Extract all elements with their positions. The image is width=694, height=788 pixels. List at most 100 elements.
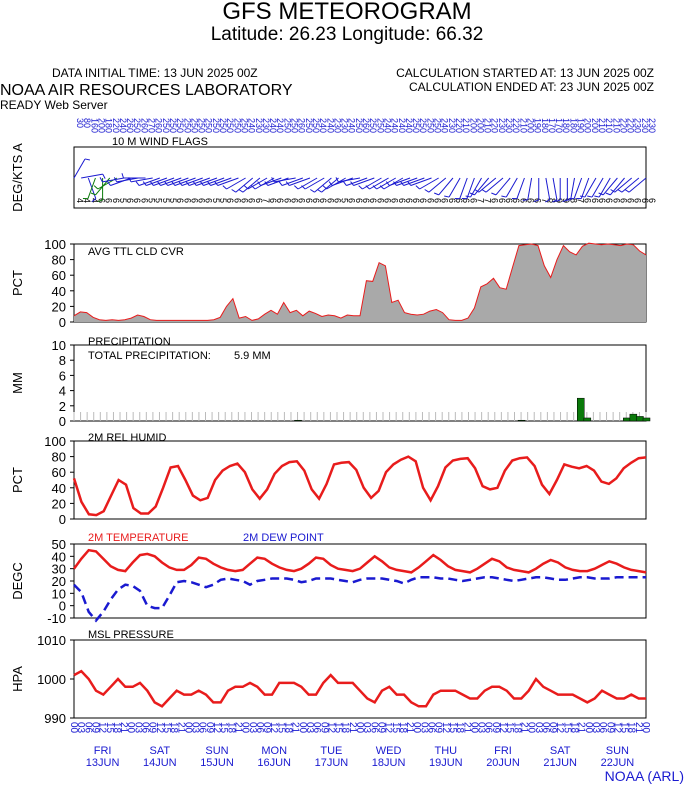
- hour-label: 09: [261, 722, 272, 734]
- wind-barb: [110, 177, 132, 186]
- wind-direction-label: 250: [204, 118, 214, 133]
- wind-speed-label: 7: [576, 198, 586, 203]
- hour-label: 09: [547, 722, 558, 734]
- wind-speed-label: 6: [354, 198, 364, 203]
- wind-direction-label: 250: [218, 118, 228, 133]
- hour-label: 12: [154, 722, 165, 734]
- wind-barb-flag: [444, 195, 450, 198]
- wind-barb: [102, 177, 125, 183]
- wind-direction-label: 260: [154, 118, 164, 133]
- wind-direction-label: 230: [447, 118, 457, 133]
- server-name: READY Web Server: [0, 98, 108, 112]
- wind-speed-label: 6: [433, 198, 443, 203]
- wind-barb: [304, 177, 325, 190]
- wind-speed-label: 5: [211, 198, 221, 203]
- wind-barb: [527, 177, 533, 200]
- wind-barb-flag: [379, 185, 385, 190]
- wind-barb-flag: [365, 185, 370, 190]
- hour-label: 03: [418, 722, 429, 734]
- wind-barb: [281, 177, 303, 186]
- page-subtitle: Latitude: 26.23 Longitude: 66.32: [210, 24, 484, 45]
- precip-bar: [629, 413, 638, 422]
- hour-label: 15: [104, 722, 115, 734]
- hour-label: 06: [597, 722, 608, 734]
- hour-label: 12: [497, 722, 508, 734]
- wind-speed-label: 6: [618, 198, 628, 203]
- temp-tick-label: 10: [52, 586, 66, 601]
- wind-panel-title: 10 M WIND FLAGS: [112, 136, 208, 148]
- wind-speed-label: 6: [590, 198, 600, 203]
- wind-direction-label: 230: [633, 118, 643, 133]
- wind-speed-label: 6: [468, 198, 478, 203]
- wind-speed-label: 6: [225, 198, 235, 203]
- wind-barb: [81, 173, 103, 179]
- wind-barb: [130, 177, 153, 183]
- calculation-started: CALCULATION STARTED AT: 13 JUN 2025 00Z: [396, 66, 654, 80]
- wind-speed-label: 6: [347, 198, 357, 203]
- wind-barb: [545, 177, 551, 200]
- wind-barb: [403, 177, 425, 186]
- dewpoint-line: [73, 576, 646, 623]
- hour-label: 18: [340, 722, 351, 734]
- wind-barb-flag: [238, 189, 244, 193]
- rh-tick-label: 100: [44, 434, 66, 449]
- date-label: 21JUN: [543, 757, 577, 769]
- wind-barb-flag: [171, 181, 176, 186]
- wind-direction-label: 230: [647, 118, 657, 133]
- wind-speed-label: 6: [290, 198, 300, 203]
- wind-direction-label: 230: [261, 118, 271, 133]
- wind-direction-label: 250: [290, 118, 300, 133]
- wind-barb: [485, 177, 504, 193]
- wind-speed-label: 6: [497, 198, 507, 203]
- hour-label: 03: [590, 722, 601, 734]
- hour-label: 18: [626, 722, 637, 734]
- wind-barb-flag: [231, 189, 237, 193]
- wind-direction-label: 240: [382, 118, 392, 133]
- hour-label: 15: [275, 722, 286, 734]
- wind-barb-flag: [102, 173, 106, 179]
- hour-label: 12: [554, 722, 565, 734]
- wind-speed-label: 6: [282, 198, 292, 203]
- wind-speed-label: 6: [268, 198, 278, 203]
- wind-direction-label: 250: [175, 118, 185, 133]
- rh-tick-label: 60: [52, 465, 66, 480]
- wind-speed-label: 6: [461, 198, 471, 203]
- wind-speed-label: 7: [261, 198, 271, 203]
- wind-direction-label: 240: [325, 118, 335, 133]
- wind-barb: [235, 177, 254, 193]
- wind-speed-label: 6: [626, 198, 636, 203]
- day-of-week-label: FRI: [94, 745, 112, 757]
- wind-barb-flag: [335, 177, 339, 183]
- wind-direction-label: 200: [525, 118, 535, 133]
- cloud-tick-label: 60: [52, 268, 66, 283]
- wind-speed-label: 6: [132, 198, 142, 203]
- wind-barb-flag: [545, 199, 550, 203]
- wind-barb: [326, 177, 346, 190]
- hour-label: 06: [140, 722, 151, 734]
- wind-direction-label: 240: [268, 118, 278, 133]
- rh-panel-title: 2M REL HUMID: [88, 432, 166, 444]
- wind-barb-flag: [501, 195, 507, 198]
- credit-link[interactable]: NOAA (ARL): [604, 768, 684, 784]
- wind-barb-flag: [91, 198, 97, 203]
- hour-label: 15: [333, 722, 344, 734]
- wind-direction-label: 260: [361, 118, 371, 133]
- wind-direction-label: 260: [297, 118, 307, 133]
- wind-barb-flag: [243, 185, 249, 190]
- wind-barb-flag: [214, 181, 219, 186]
- cloud-tick-label: 0: [59, 315, 66, 330]
- precip-bar: [642, 417, 651, 422]
- hour-label: 03: [476, 722, 487, 734]
- wind-barb-flag: [178, 181, 183, 186]
- wind-speed-label: 7: [483, 198, 493, 203]
- hour-label: 15: [390, 722, 401, 734]
- wind-direction-label: 30: [75, 118, 85, 128]
- hour-label: 18: [454, 722, 465, 734]
- hour-label: 00: [68, 722, 79, 734]
- wind-barb: [267, 177, 289, 186]
- wind-barb: [160, 177, 182, 186]
- wind-speed-label: 6: [397, 198, 407, 203]
- wind-barb-flag: [310, 189, 315, 193]
- wind-direction-label: 190: [576, 118, 586, 133]
- wind-speed-label: 6: [604, 198, 614, 203]
